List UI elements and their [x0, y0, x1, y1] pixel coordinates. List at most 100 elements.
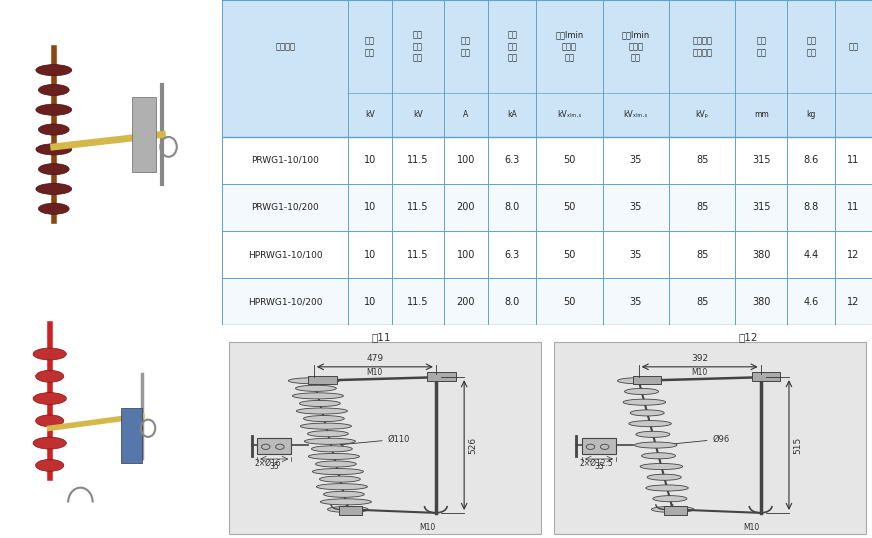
Text: 100: 100 — [457, 250, 475, 260]
Text: 6.3: 6.3 — [505, 250, 520, 260]
Ellipse shape — [36, 459, 64, 471]
Text: 11: 11 — [848, 202, 860, 213]
Text: 50: 50 — [563, 297, 576, 307]
Ellipse shape — [636, 431, 670, 437]
Text: kV: kV — [413, 110, 423, 119]
Text: 10: 10 — [364, 250, 376, 260]
Text: 315: 315 — [752, 202, 771, 213]
Ellipse shape — [651, 506, 694, 513]
Text: 11.5: 11.5 — [407, 250, 429, 260]
Text: 11.5: 11.5 — [407, 155, 429, 165]
Ellipse shape — [33, 348, 66, 360]
Ellipse shape — [296, 408, 347, 414]
Text: 8.6: 8.6 — [803, 155, 819, 165]
Ellipse shape — [324, 491, 364, 497]
Bar — [132, 97, 156, 172]
Ellipse shape — [624, 388, 658, 394]
Text: 8.8: 8.8 — [803, 202, 819, 213]
Text: 35: 35 — [594, 463, 604, 471]
Bar — [222, 278, 872, 325]
Ellipse shape — [304, 438, 356, 444]
Ellipse shape — [647, 474, 681, 480]
Ellipse shape — [308, 431, 348, 437]
Ellipse shape — [36, 183, 72, 195]
Ellipse shape — [617, 378, 660, 384]
Text: M10: M10 — [419, 523, 435, 532]
Text: 85: 85 — [696, 297, 708, 307]
Text: 8.0: 8.0 — [505, 202, 520, 213]
Text: 产品型号: 产品型号 — [275, 42, 295, 51]
Ellipse shape — [36, 104, 72, 115]
Text: 图11: 图11 — [371, 332, 392, 342]
Ellipse shape — [623, 399, 665, 405]
Text: 10: 10 — [364, 297, 376, 307]
Text: 35: 35 — [630, 250, 642, 260]
Text: Ø110: Ø110 — [340, 435, 410, 446]
Text: M10: M10 — [744, 523, 760, 532]
Ellipse shape — [38, 124, 69, 135]
Text: 50: 50 — [563, 202, 576, 213]
Ellipse shape — [303, 415, 344, 422]
Text: 10: 10 — [364, 202, 376, 213]
Text: 85: 85 — [696, 155, 708, 165]
Text: 11: 11 — [848, 155, 860, 165]
Text: 200: 200 — [457, 297, 475, 307]
Text: kVₓₗₘ.ₛ: kVₓₗₘ.ₛ — [623, 110, 648, 119]
Text: 380: 380 — [752, 250, 771, 260]
Ellipse shape — [640, 463, 683, 470]
Bar — [222, 137, 872, 184]
Ellipse shape — [653, 495, 687, 502]
Bar — [664, 506, 687, 515]
Bar — [222, 0, 872, 137]
Bar — [753, 372, 780, 381]
Bar — [121, 408, 142, 463]
Ellipse shape — [328, 506, 368, 513]
Text: 11.5: 11.5 — [407, 202, 429, 213]
Ellipse shape — [296, 385, 337, 391]
Text: 526: 526 — [468, 436, 477, 454]
Bar — [222, 231, 872, 278]
Text: 雷电冲击
耐受电压: 雷电冲击 耐受电压 — [692, 36, 712, 57]
Text: 50: 50 — [563, 155, 576, 165]
Ellipse shape — [316, 461, 357, 467]
Text: 35: 35 — [630, 202, 642, 213]
Ellipse shape — [312, 469, 364, 475]
Ellipse shape — [309, 454, 359, 459]
Ellipse shape — [33, 437, 66, 449]
Text: HPRWG1-10/200: HPRWG1-10/200 — [248, 298, 323, 307]
Text: kVₚ: kVₚ — [696, 110, 709, 119]
Bar — [308, 376, 337, 384]
Ellipse shape — [36, 370, 64, 382]
Text: 85: 85 — [696, 202, 708, 213]
Text: HPRWG1-10/100: HPRWG1-10/100 — [248, 250, 323, 259]
Text: 479: 479 — [366, 355, 384, 363]
Text: 额定
电压: 额定 电压 — [365, 36, 375, 57]
Text: 12: 12 — [848, 250, 860, 260]
Text: 315: 315 — [752, 155, 771, 165]
Bar — [257, 438, 291, 454]
Ellipse shape — [292, 393, 344, 399]
Text: 2×Ø16: 2×Ø16 — [255, 459, 281, 468]
Ellipse shape — [36, 415, 64, 427]
Text: 12: 12 — [848, 297, 860, 307]
Text: 爬电
距离: 爬电 距离 — [756, 36, 766, 57]
Ellipse shape — [317, 484, 367, 490]
Bar — [633, 376, 661, 384]
Text: 10: 10 — [364, 155, 376, 165]
Text: M10: M10 — [691, 367, 708, 377]
Ellipse shape — [38, 203, 69, 214]
Text: PRWG1-10/100: PRWG1-10/100 — [251, 156, 319, 165]
Bar — [427, 372, 456, 381]
Text: 200: 200 — [457, 202, 475, 213]
Text: 2×Ø12.5: 2×Ø12.5 — [579, 459, 613, 468]
Bar — [582, 438, 616, 454]
Ellipse shape — [642, 453, 676, 459]
Ellipse shape — [38, 164, 69, 175]
Ellipse shape — [36, 65, 72, 76]
Text: 最高
工作
电压: 最高 工作 电压 — [413, 30, 423, 63]
Text: kg: kg — [807, 110, 816, 119]
Text: 工频lmin
湿耐受
电压: 工频lmin 湿耐受 电压 — [622, 30, 650, 63]
Text: 35: 35 — [630, 155, 642, 165]
Ellipse shape — [630, 410, 664, 416]
Text: 100: 100 — [457, 155, 475, 165]
